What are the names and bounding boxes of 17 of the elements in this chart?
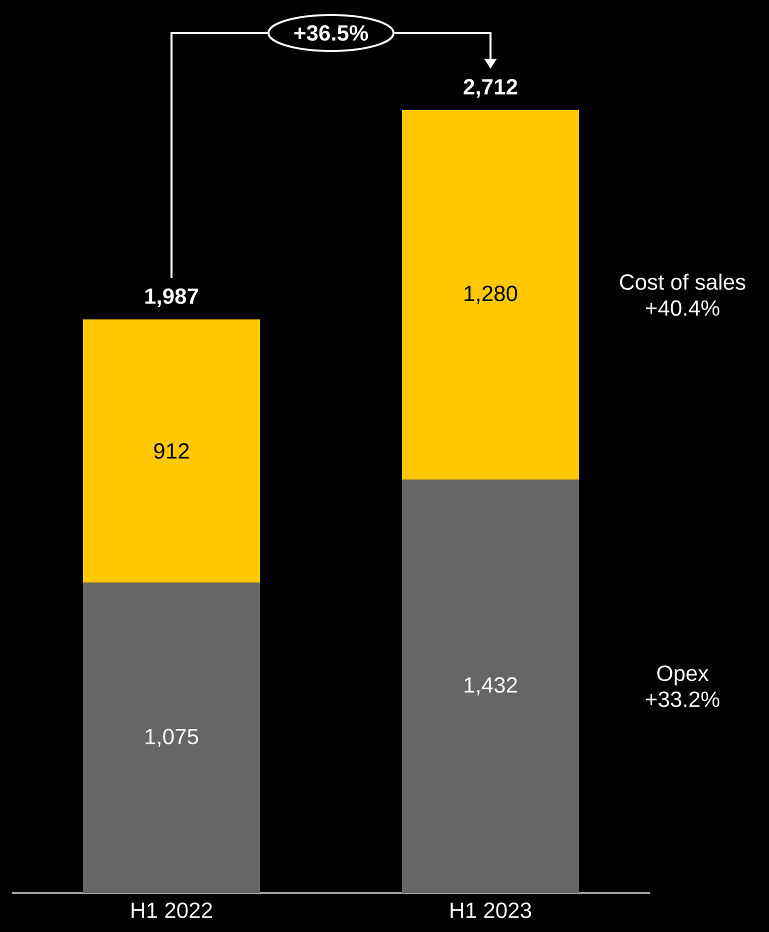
x-tick-label: H1 2023 xyxy=(450,902,532,918)
bar xyxy=(402,480,580,893)
x-tick-label: H1 2022 xyxy=(132,902,212,918)
data-label: 1,432 xyxy=(464,677,517,696)
data-label: 1,280 xyxy=(464,286,518,304)
total-label: 1,987 xyxy=(145,288,198,308)
bar xyxy=(402,110,580,480)
total-label: 2,712 xyxy=(464,79,518,98)
bar xyxy=(83,319,260,583)
annotation: +40.4% xyxy=(646,300,720,316)
data-label: 912 xyxy=(154,443,189,459)
series-label: Cost of sales xyxy=(620,274,746,290)
data-label: 1,075 xyxy=(146,728,198,747)
bar xyxy=(83,582,260,893)
text: +36.5% xyxy=(294,25,368,41)
text: Opex xyxy=(657,665,709,686)
annotation: +33.2% xyxy=(646,691,720,708)
